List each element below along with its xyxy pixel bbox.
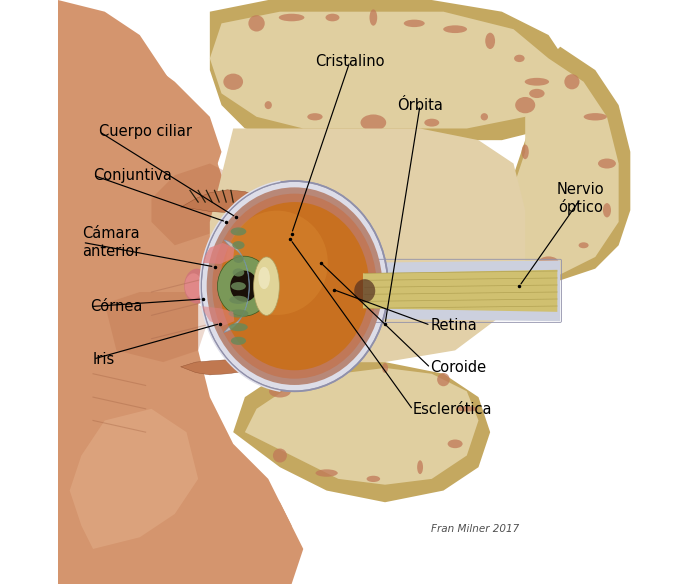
Ellipse shape xyxy=(370,9,377,26)
Ellipse shape xyxy=(481,113,488,120)
Ellipse shape xyxy=(226,211,328,315)
Ellipse shape xyxy=(258,267,270,289)
Polygon shape xyxy=(224,240,249,332)
Text: Esclerótica: Esclerótica xyxy=(413,402,493,418)
Ellipse shape xyxy=(417,460,423,474)
Polygon shape xyxy=(181,359,257,375)
Ellipse shape xyxy=(485,33,495,49)
Ellipse shape xyxy=(185,273,202,299)
Text: Cristalino: Cristalino xyxy=(315,54,385,69)
Ellipse shape xyxy=(265,101,272,109)
Polygon shape xyxy=(200,243,235,264)
Ellipse shape xyxy=(598,158,616,169)
Ellipse shape xyxy=(360,114,386,131)
Polygon shape xyxy=(210,12,549,128)
Ellipse shape xyxy=(564,74,580,89)
Polygon shape xyxy=(210,128,525,362)
Ellipse shape xyxy=(437,373,449,386)
Ellipse shape xyxy=(212,194,377,378)
Ellipse shape xyxy=(584,113,607,120)
Text: Fran Milner 2017: Fran Milner 2017 xyxy=(431,523,519,534)
Text: Retina: Retina xyxy=(430,318,477,333)
Ellipse shape xyxy=(522,144,528,159)
Ellipse shape xyxy=(307,113,323,120)
Ellipse shape xyxy=(316,470,337,477)
Ellipse shape xyxy=(603,203,611,217)
Ellipse shape xyxy=(248,15,265,32)
Ellipse shape xyxy=(201,181,388,391)
Ellipse shape xyxy=(273,449,287,463)
Ellipse shape xyxy=(515,97,536,113)
Polygon shape xyxy=(70,409,198,549)
Polygon shape xyxy=(58,269,303,584)
Polygon shape xyxy=(490,47,630,280)
Polygon shape xyxy=(245,368,479,485)
Ellipse shape xyxy=(231,282,246,290)
Polygon shape xyxy=(58,0,292,584)
Ellipse shape xyxy=(233,255,244,263)
Ellipse shape xyxy=(229,323,248,331)
Ellipse shape xyxy=(253,257,279,315)
Text: Córnea: Córnea xyxy=(90,299,143,314)
Ellipse shape xyxy=(579,242,589,248)
Polygon shape xyxy=(210,0,572,140)
Text: Conjuntiva: Conjuntiva xyxy=(93,168,172,183)
Ellipse shape xyxy=(232,241,244,249)
Ellipse shape xyxy=(232,269,244,277)
Ellipse shape xyxy=(269,385,291,398)
Ellipse shape xyxy=(508,196,519,201)
Text: Iris: Iris xyxy=(93,352,116,367)
Ellipse shape xyxy=(206,187,382,385)
Text: Nervio
óptico: Nervio óptico xyxy=(557,182,605,215)
Ellipse shape xyxy=(456,406,478,412)
Ellipse shape xyxy=(220,202,370,370)
Ellipse shape xyxy=(223,74,243,90)
Polygon shape xyxy=(356,260,560,321)
Polygon shape xyxy=(233,362,490,502)
Ellipse shape xyxy=(228,310,248,318)
Ellipse shape xyxy=(326,13,340,22)
Ellipse shape xyxy=(230,227,246,235)
Polygon shape xyxy=(58,0,642,584)
Ellipse shape xyxy=(404,20,425,27)
Ellipse shape xyxy=(231,337,246,345)
Text: Coroide: Coroide xyxy=(430,360,486,376)
Ellipse shape xyxy=(367,476,380,482)
Polygon shape xyxy=(58,12,221,263)
Ellipse shape xyxy=(538,256,559,269)
Ellipse shape xyxy=(184,269,210,304)
Ellipse shape xyxy=(529,89,545,98)
Ellipse shape xyxy=(443,25,467,33)
Polygon shape xyxy=(151,164,233,245)
Text: Órbita: Órbita xyxy=(397,98,443,113)
Text: Cuerpo ciliar: Cuerpo ciliar xyxy=(99,124,192,139)
Ellipse shape xyxy=(230,270,258,302)
Polygon shape xyxy=(181,190,257,213)
Ellipse shape xyxy=(354,279,375,303)
Ellipse shape xyxy=(382,363,388,373)
Polygon shape xyxy=(502,58,619,274)
Polygon shape xyxy=(200,306,235,326)
Polygon shape xyxy=(363,270,557,312)
Ellipse shape xyxy=(424,119,439,127)
Ellipse shape xyxy=(230,296,248,304)
Polygon shape xyxy=(105,292,210,362)
Ellipse shape xyxy=(218,256,271,316)
Ellipse shape xyxy=(318,371,335,376)
Ellipse shape xyxy=(525,78,549,86)
Ellipse shape xyxy=(514,55,524,62)
Ellipse shape xyxy=(503,239,524,251)
Ellipse shape xyxy=(447,440,463,448)
Text: Cámara
anterior: Cámara anterior xyxy=(83,226,141,259)
Ellipse shape xyxy=(279,14,304,21)
